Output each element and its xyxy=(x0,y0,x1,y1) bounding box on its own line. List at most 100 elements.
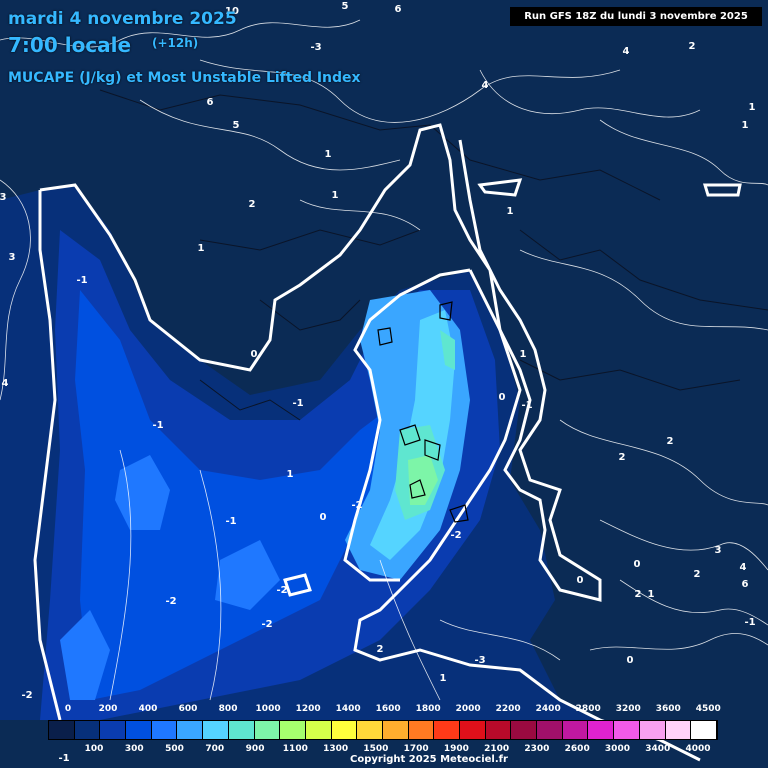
li-value-label: 0 xyxy=(634,559,641,570)
legend-bottom-label: 1100 xyxy=(282,744,308,754)
legend-bottom-label: 100 xyxy=(84,744,104,754)
legend-top-label: 2400 xyxy=(535,704,561,714)
li-value-label: 2 xyxy=(619,452,626,463)
li-value-label: -3 xyxy=(310,42,321,53)
li-value-label: 0 xyxy=(320,512,327,523)
li-value-label: 6 xyxy=(207,97,214,108)
legend-bottom-label: 1300 xyxy=(323,744,349,754)
li-value-label: 10 xyxy=(225,6,239,17)
forecast-date: mardi 4 novembre 2025 xyxy=(8,9,237,29)
legend-bottom-label: 900 xyxy=(245,744,265,754)
li-value-label: -1 xyxy=(744,617,755,628)
legend-swatch xyxy=(562,721,589,739)
legend-swatch xyxy=(280,721,306,739)
li-value-label: 1 xyxy=(742,120,749,131)
li-value-label: -1 xyxy=(225,516,236,527)
li-value-label: 5 xyxy=(342,1,349,12)
legend-bottom-label: 500 xyxy=(165,744,184,754)
legend-swatch xyxy=(357,721,383,739)
cape-area-500 xyxy=(75,290,400,700)
li-value-label: -1 xyxy=(58,753,69,764)
li-value-label: 6 xyxy=(395,4,402,15)
legend-swatch xyxy=(665,721,692,739)
legend-bottom-label: 700 xyxy=(205,744,225,754)
legend-top-label: 1200 xyxy=(295,704,321,714)
li-value-label: 4 xyxy=(623,46,630,57)
li-value-label: -2 xyxy=(261,619,272,630)
li-value-label: 5 xyxy=(233,120,240,131)
legend-top-label: 2800 xyxy=(575,704,601,714)
color-legend: 0 200 400 600 800 1000 1200 1400 1600 1800 2000 220… xyxy=(48,704,721,764)
legend-swatch xyxy=(639,721,666,739)
legend-top-label: 4500 xyxy=(695,704,721,714)
li-value-label: 1 xyxy=(325,149,332,160)
run-label: Run GFS 18Z du lundi 3 novembre 2025 xyxy=(510,7,762,26)
li-value-label: 1 xyxy=(507,206,514,217)
legend-swatch xyxy=(177,721,204,739)
li-value-label: 2 xyxy=(635,589,642,600)
legend-swatch xyxy=(691,721,717,739)
legend-top-label: 200 xyxy=(98,704,118,714)
legend-swatch xyxy=(151,721,178,739)
forecast-lead: (+12h) xyxy=(152,36,199,50)
legend-bottom-label: 2600 xyxy=(564,744,590,754)
legend-swatch xyxy=(228,721,255,739)
legend-swatches xyxy=(48,720,718,740)
li-value-label: 2 xyxy=(689,41,696,52)
li-value-label: 3 xyxy=(9,252,16,263)
legend-bottom-label: 1700 xyxy=(403,744,429,754)
legend-swatch xyxy=(485,721,512,739)
li-value-label: 2 xyxy=(694,569,701,580)
cape-area-1500 xyxy=(408,455,438,505)
legend-top-label: 3200 xyxy=(615,704,641,714)
li-value-label: 0 xyxy=(577,575,584,586)
legend-swatch xyxy=(331,721,358,739)
li-value-label: -1 xyxy=(152,420,163,431)
legend-bottom-label: 3400 xyxy=(645,744,671,754)
legend-top-label: 400 xyxy=(138,704,158,714)
legend-swatch xyxy=(434,721,460,739)
li-value-label: 0 xyxy=(499,392,506,403)
li-value-label: 3 xyxy=(0,192,7,203)
li-value-label: 1 xyxy=(440,673,447,684)
legend-top-label: 0 xyxy=(64,704,72,714)
cape-area-700 xyxy=(60,455,280,700)
copyright: Copyright 2025 Meteociel.fr xyxy=(350,754,508,765)
li-value-label: 1 xyxy=(198,243,205,254)
zero-li-contours xyxy=(33,123,742,762)
legend-top-label: 1600 xyxy=(375,704,401,714)
legend-swatch xyxy=(588,721,615,739)
legend-swatch xyxy=(614,721,640,739)
legend-top-label: 800 xyxy=(218,704,238,714)
li-value-label: 1 xyxy=(749,102,756,113)
li-value-label: -2 xyxy=(351,500,362,511)
legend-swatch xyxy=(203,721,229,739)
country-borders xyxy=(99,89,768,421)
li-value-label: -2 xyxy=(21,690,32,701)
legend-top-label: 1800 xyxy=(415,704,441,714)
legend-swatch xyxy=(408,721,435,739)
li-value-label: -3 xyxy=(474,655,485,666)
legend-swatch xyxy=(382,721,409,739)
legend-swatch xyxy=(460,721,486,739)
li-value-label: 1 xyxy=(520,349,527,360)
legend-top-label: 1000 xyxy=(255,704,281,714)
li-value-label: 2 xyxy=(667,436,674,447)
legend-top-label: 1400 xyxy=(335,704,361,714)
legend-top-label: 2000 xyxy=(455,704,481,714)
li-value-label: 2 xyxy=(249,199,256,210)
legend-top-label: 3600 xyxy=(655,704,681,714)
li-value-label: -1 xyxy=(292,398,303,409)
legend-bottom-label: 3000 xyxy=(604,744,630,754)
li-value-label: 2 xyxy=(377,644,384,655)
lifted-index-contours xyxy=(0,19,768,701)
legend-top-label: 600 xyxy=(178,704,198,714)
li-value-label: -2 xyxy=(165,596,176,607)
forecast-time: 7:00 locale xyxy=(8,33,132,57)
legend-swatch xyxy=(126,721,152,739)
li-value-label: -2 xyxy=(276,585,287,596)
legend-bottom-label: 1900 xyxy=(443,744,469,754)
legend-top-label: 2200 xyxy=(495,704,521,714)
legend-swatch xyxy=(74,721,101,739)
